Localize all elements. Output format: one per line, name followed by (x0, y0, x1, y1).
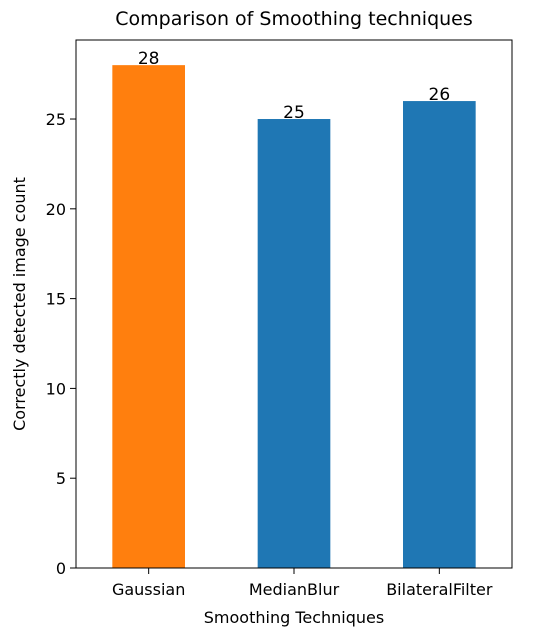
x-tick-label: BilateralFilter (386, 580, 493, 599)
bar-medianblur (257, 119, 331, 568)
bars-group (112, 65, 476, 569)
x-tick-label: Gaussian (112, 580, 185, 599)
chart-title: Comparison of Smoothing techniques (115, 8, 473, 30)
data-label: 28 (138, 49, 160, 69)
y-tick-label: 15 (46, 290, 66, 309)
x-axis-ticks: Gaussian MedianBlur BilateralFilter (112, 568, 493, 599)
y-tick-label: 20 (46, 200, 66, 219)
data-labels-group: 28 25 26 (138, 49, 450, 123)
data-label: 25 (283, 103, 305, 123)
y-axis-ticks: 0 5 10 15 20 25 (46, 110, 76, 578)
x-axis-label: Smoothing Techniques (204, 608, 384, 627)
plot-frame (75, 39, 513, 569)
y-tick-label: 25 (46, 110, 66, 129)
y-tick-label: 10 (46, 379, 66, 398)
y-tick-label: 0 (56, 559, 66, 578)
data-label: 26 (429, 85, 451, 105)
bar-gaussian (112, 65, 185, 569)
bar-bilateralfilter (403, 101, 476, 569)
y-axis-label: Correctly detected image count (10, 177, 29, 431)
y-tick-label: 5 (56, 469, 66, 488)
x-tick-label: MedianBlur (249, 580, 340, 599)
